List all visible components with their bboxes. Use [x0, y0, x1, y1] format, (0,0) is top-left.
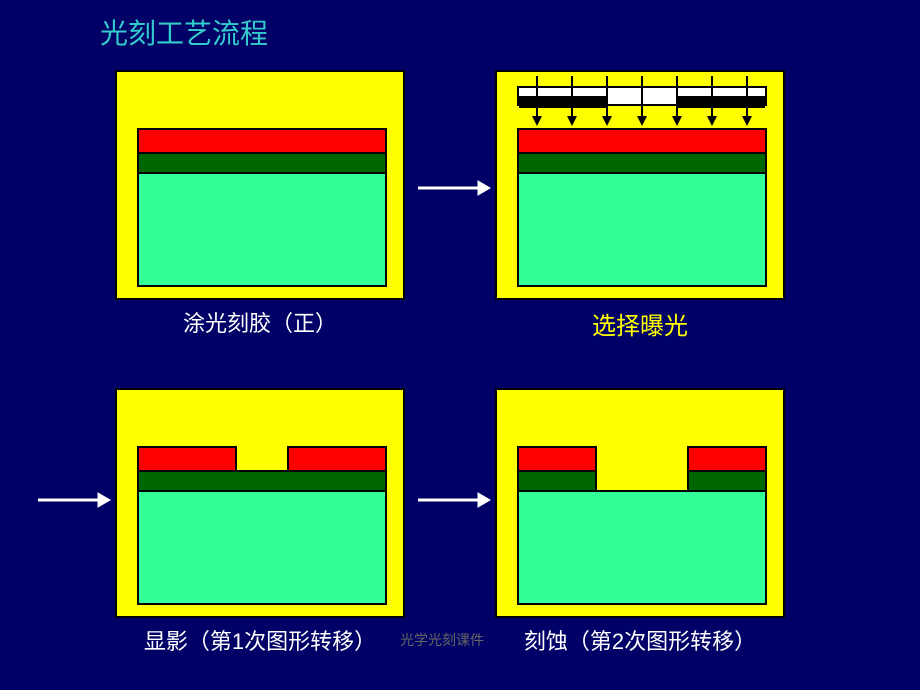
p3-oxide [137, 470, 387, 492]
slide-title: 光刻工艺流程 [100, 12, 268, 52]
p4-oxide-segment [517, 470, 597, 492]
p4-resist-segment [517, 446, 597, 472]
caption-step3: 显影（第1次图形转移） [110, 624, 410, 656]
flow-arrow-icon [418, 178, 492, 198]
p4-substrate [517, 490, 767, 605]
p2-resist [517, 128, 767, 154]
exposure-arrow-icon [635, 76, 649, 130]
exposure-arrow-icon [705, 76, 719, 130]
caption-step4: 刻蚀（第2次图形转移） [490, 624, 790, 656]
p1-resist [137, 128, 387, 154]
panel-step1 [115, 70, 405, 300]
exposure-arrow-icon [565, 76, 579, 130]
p3-resist-segment [287, 446, 387, 472]
flow-arrow-icon [38, 490, 112, 510]
p4-oxide-segment [687, 470, 767, 492]
exposure-arrow-icon [740, 76, 754, 130]
exposure-arrow-icon [670, 76, 684, 130]
p2-oxide [517, 152, 767, 174]
p1-substrate [137, 172, 387, 287]
flow-arrow-icon [418, 490, 492, 510]
caption-step2: 选择曝光 [490, 306, 790, 341]
panel-step2 [495, 70, 785, 300]
watermark-text: 光学光刻课件 [400, 630, 484, 650]
exposure-arrow-icon [600, 76, 614, 130]
p2-substrate [517, 172, 767, 287]
panel-step3 [115, 388, 405, 618]
caption-step1: 涂光刻胶（正） [110, 306, 410, 338]
panel-step4 [495, 388, 785, 618]
p4-resist-segment [687, 446, 767, 472]
p3-substrate [137, 490, 387, 605]
exposure-arrow-icon [530, 76, 544, 130]
p1-oxide [137, 152, 387, 174]
p3-resist-segment [137, 446, 237, 472]
